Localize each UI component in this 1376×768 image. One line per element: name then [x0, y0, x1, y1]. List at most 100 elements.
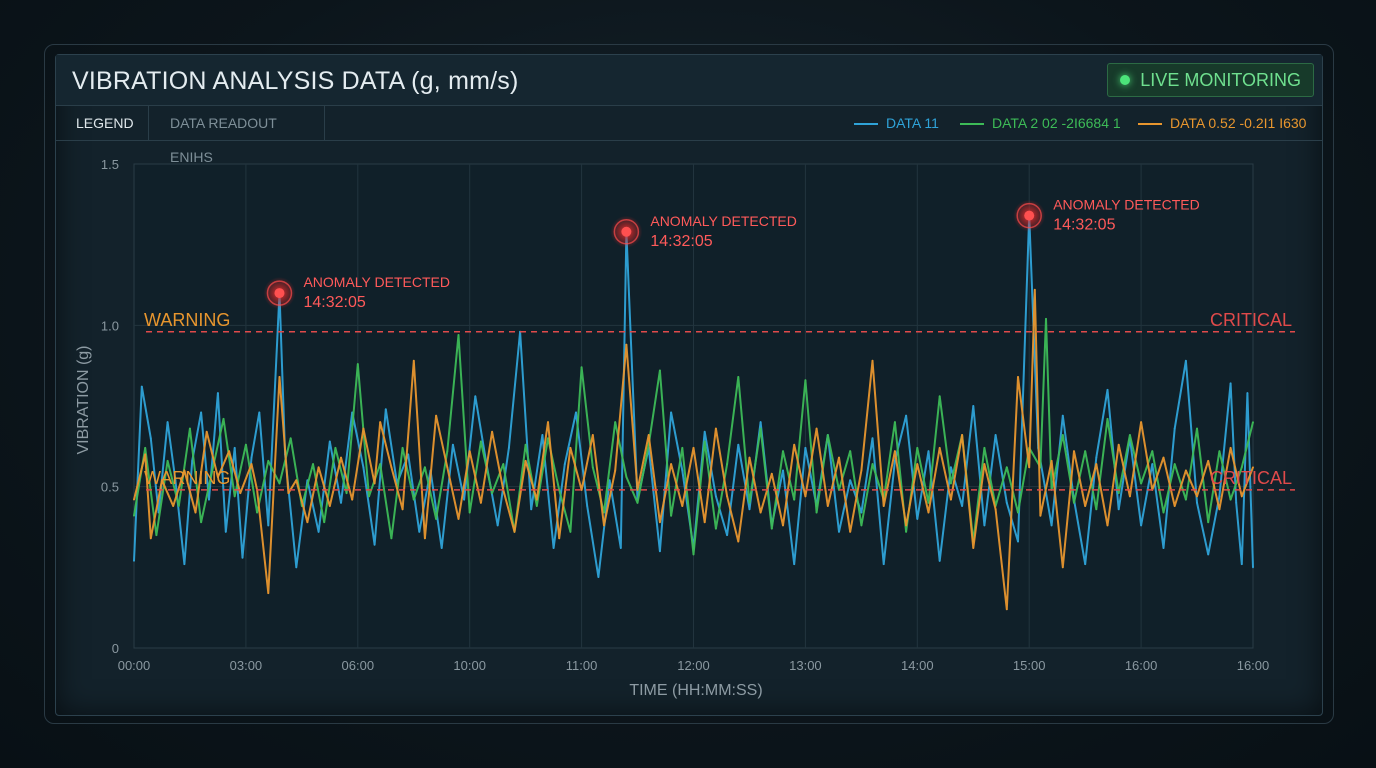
- data-point: [513, 530, 516, 533]
- data-point: [983, 463, 986, 465]
- anomaly-ring: [1016, 202, 1042, 229]
- data-point: [838, 530, 840, 533]
- data-point: [1173, 427, 1176, 430]
- critical-label: CRITICAL: [1210, 310, 1292, 330]
- data-point: [770, 472, 773, 475]
- data-point: [289, 437, 292, 440]
- data-point: [205, 430, 208, 433]
- data-point: [636, 488, 639, 491]
- data-point: [1173, 505, 1176, 507]
- data-point: [726, 495, 728, 498]
- title-bar: VIBRATION ANALYSIS DATA (g, mm/s) LIVE M…: [56, 55, 1322, 106]
- data-point: [1252, 466, 1254, 469]
- data-point: [748, 456, 751, 459]
- data-point: [972, 405, 975, 407]
- data-point: [211, 469, 214, 472]
- data-point: [1033, 288, 1036, 291]
- data-point: [949, 498, 952, 501]
- data-point: [373, 543, 376, 546]
- tab-bar: LEGEND DATA READOUT ENIHS DATA 11 DATA 2…: [56, 106, 1322, 165]
- data-point: [608, 479, 611, 482]
- data-point: [362, 427, 365, 430]
- legend-item-data-2[interactable]: DATA 2 02 -2I6684 1: [960, 106, 1121, 140]
- data-point: [323, 521, 326, 524]
- data-point: [191, 459, 194, 462]
- legend-label: DATA 2 02 -2I6684 1: [992, 115, 1121, 131]
- tab-legend[interactable]: LEGEND: [56, 106, 149, 140]
- data-point: [1162, 456, 1165, 459]
- data-point: [149, 537, 152, 540]
- data-point: [183, 563, 186, 566]
- data-point: [401, 447, 404, 449]
- data-point: [1184, 469, 1187, 472]
- data-point: [591, 434, 594, 436]
- data-point: [1017, 376, 1019, 378]
- data-point: [172, 505, 175, 507]
- data-point: [317, 530, 320, 533]
- data-point: [603, 511, 605, 514]
- data-point: [916, 447, 919, 449]
- data-point: [849, 450, 852, 453]
- data-point: [826, 434, 829, 436]
- data-point: [703, 440, 706, 443]
- data-point: [714, 427, 717, 430]
- x-tick-label: 14:00: [901, 658, 934, 673]
- data-point: [782, 524, 784, 527]
- data-point: [530, 508, 533, 511]
- legend-swatch-blue-icon: [854, 123, 878, 126]
- data-point: [340, 501, 342, 504]
- series-line-2: [133, 317, 1254, 556]
- data-point: [927, 450, 930, 453]
- data-point: [507, 447, 510, 449]
- data-point: [714, 527, 717, 530]
- data-point: [479, 501, 482, 504]
- data-point: [1218, 495, 1221, 498]
- data-point: [233, 447, 236, 449]
- data-point: [457, 334, 460, 336]
- data-point: [418, 530, 421, 533]
- data-point: [1095, 508, 1098, 511]
- data-point: [328, 505, 331, 507]
- data-point: [155, 534, 158, 536]
- data-point: [295, 479, 298, 482]
- data-point: [1050, 459, 1053, 462]
- data-point: [250, 463, 253, 465]
- data-point: [144, 447, 147, 449]
- data-point: [1151, 450, 1154, 453]
- data-point: [547, 421, 549, 424]
- data-point: [1240, 495, 1243, 498]
- data-point: [1252, 421, 1254, 424]
- data-point: [356, 363, 359, 365]
- data-point: [659, 369, 661, 372]
- data-point: [759, 511, 762, 514]
- data-point: [379, 421, 382, 424]
- data-point: [1207, 521, 1210, 524]
- y-tick-label: 0.5: [101, 480, 119, 495]
- anomaly-marker-icon: [621, 226, 632, 237]
- data-point: [938, 395, 941, 398]
- data-point: [569, 530, 572, 533]
- data-point: [267, 524, 270, 527]
- data-point: [860, 511, 863, 514]
- data-point: [670, 411, 673, 414]
- data-point: [463, 498, 466, 501]
- live-monitoring-badge[interactable]: LIVE MONITORING: [1107, 63, 1314, 97]
- data-point: [1218, 508, 1221, 511]
- data-point: [379, 463, 382, 465]
- data-point: [1129, 495, 1131, 498]
- data-point: [927, 511, 930, 514]
- data-point: [278, 482, 281, 485]
- data-point: [312, 463, 314, 465]
- legend-item-data-11[interactable]: DATA 11: [854, 106, 939, 140]
- y-tick-label: 0: [112, 641, 119, 656]
- data-point: [1061, 434, 1064, 436]
- legend-item-data-0-52[interactable]: DATA 0.52 -0.2I1 I630: [1138, 106, 1306, 140]
- data-point: [222, 418, 225, 420]
- data-point: [737, 376, 740, 378]
- data-point: [424, 537, 426, 540]
- data-point: [1106, 524, 1109, 527]
- data-point: [133, 498, 135, 501]
- y-axis: 0 0.5 1.0 1.5: [101, 157, 119, 656]
- data-point: [1207, 553, 1210, 556]
- tab-data-readout[interactable]: DATA READOUT ENIHS: [150, 106, 325, 165]
